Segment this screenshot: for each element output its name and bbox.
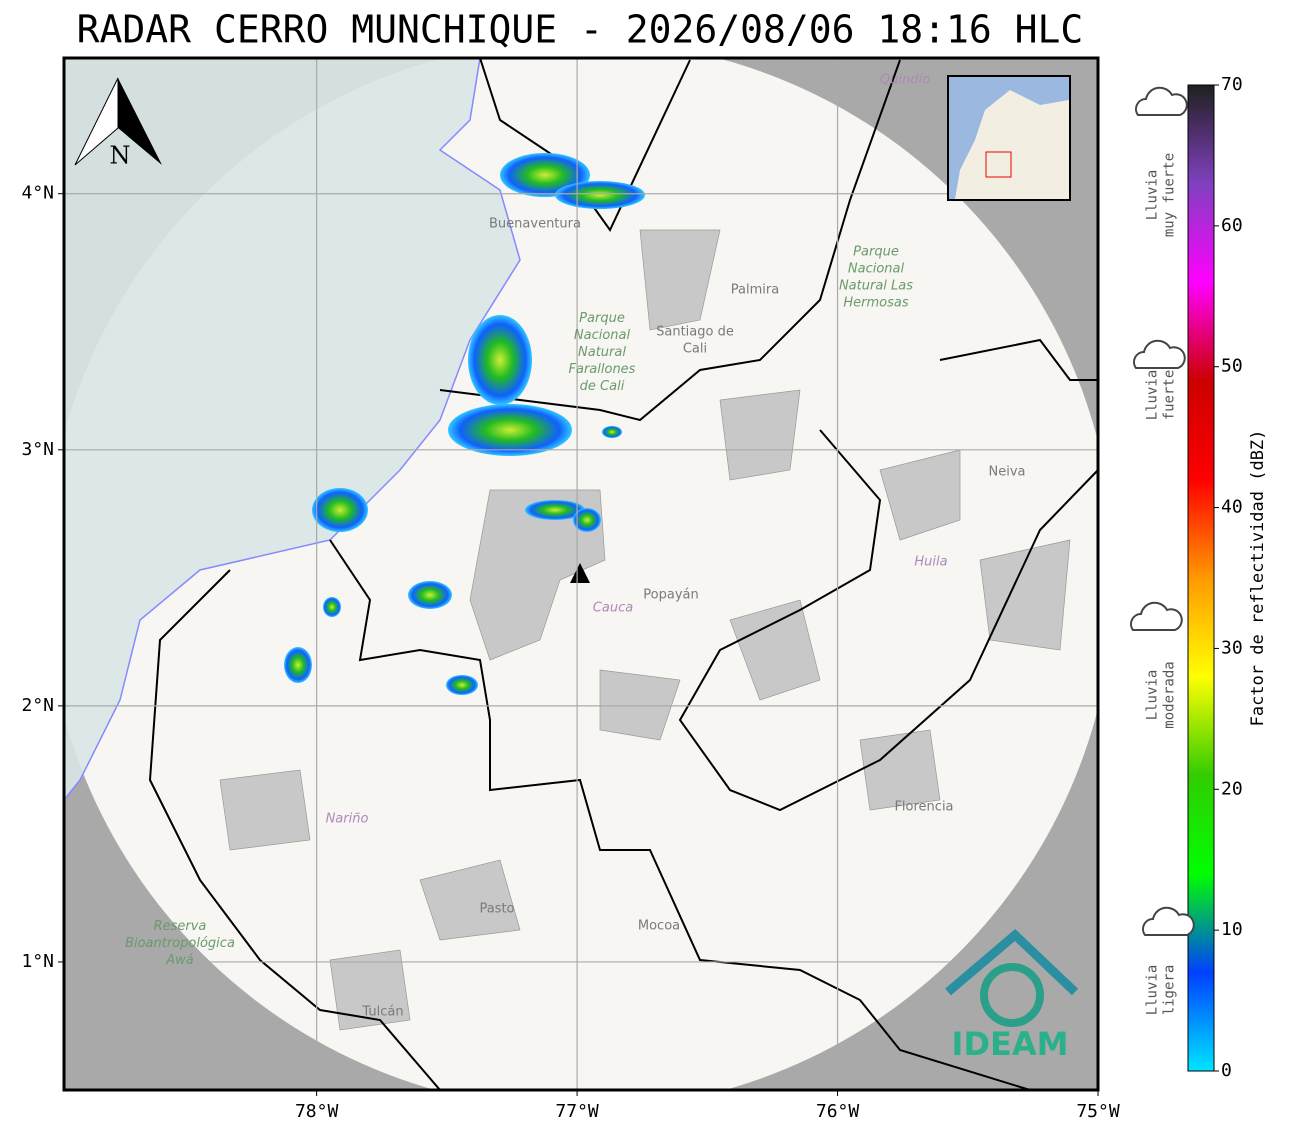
colorbar — [1187, 84, 1215, 1072]
north-arrow: N — [74, 77, 162, 170]
y-tick-label: 2°N — [21, 695, 54, 716]
x-tick-label: 76°W — [816, 1101, 860, 1122]
inset-map — [947, 75, 1071, 201]
rain-category: moderada — [1162, 661, 1178, 728]
rain-icons — [1130, 86, 1195, 936]
logo-text: IDEAM — [952, 1025, 1069, 1063]
place-label: Tulcán — [361, 1005, 403, 1020]
title: RADAR CERRO MUNCHIQUE - 2026/08/06 18:16… — [77, 8, 1084, 52]
ocean — [64, 58, 520, 800]
colorbar-tick-label: 30 — [1221, 637, 1243, 658]
radar-site — [570, 563, 590, 583]
rain-category: ligera — [1162, 965, 1178, 1016]
radar-echoes — [284, 153, 645, 695]
place-label: Quindío — [880, 73, 930, 88]
place-label: Parque Nacional Natural Las Hermosas — [839, 244, 913, 310]
north-label: N — [110, 142, 131, 170]
place-label: Palmira — [731, 283, 779, 298]
y-tick-label: 1°N — [21, 951, 54, 972]
y-tick-label: 3°N — [21, 439, 54, 460]
colorbar-tick-label: 50 — [1221, 356, 1243, 377]
map-frame — [62, 56, 1100, 1092]
place-label: Huila — [914, 555, 947, 570]
colorbar-tick-label: 10 — [1221, 919, 1243, 940]
colorbar-tick-label: 20 — [1221, 778, 1243, 799]
borders — [148, 58, 1098, 1090]
x-tick-label: 75°W — [1076, 1101, 1120, 1122]
place-label: Mocoa — [638, 919, 680, 934]
place-label: Popayán — [643, 588, 698, 603]
place-label: Santiago de Cali — [656, 324, 734, 356]
place-label: Cauca — [593, 601, 633, 616]
rain-category: Lluvia — [1145, 170, 1161, 221]
rain-category: Lluvia — [1145, 370, 1161, 421]
place-label: Buenaventura — [489, 217, 581, 232]
x-tick-label: 77°W — [555, 1101, 599, 1122]
y-tick-label: 4°N — [21, 183, 54, 204]
logo: IDEAM — [945, 928, 1079, 1063]
place-label: Florencia — [894, 800, 953, 815]
colorbar-tick-label: 70 — [1221, 74, 1243, 95]
place-label: Neiva — [989, 465, 1026, 480]
place-labels: Buenaventura Parque Nacional Natural Farallo… — [125, 73, 1025, 1020]
rain-category: Lluvia — [1145, 670, 1161, 721]
place-label: Pasto — [479, 902, 514, 917]
place-label: Parque Nacional Natural Farallones de Cali — [569, 311, 636, 394]
colorbar-tick-label: 60 — [1221, 215, 1243, 236]
rain-category: fuerte — [1162, 370, 1178, 421]
x-tick-label: 78°W — [295, 1101, 339, 1122]
map-area — [64, 58, 1098, 1090]
colorbar-tick-label: 0 — [1221, 1060, 1232, 1081]
colorbar-tick-label: 40 — [1221, 497, 1243, 518]
coast — [64, 58, 521, 802]
place-label: Reserva Bioantropológica Awá — [125, 919, 235, 968]
rain-category: muy fuerte — [1162, 153, 1178, 237]
place-label: Nariño — [326, 812, 369, 827]
protected-areas — [219, 229, 1071, 1031]
rain-category: Lluvia — [1145, 965, 1161, 1016]
colorbar-label: Factor de reflectividad (dBZ) — [1248, 430, 1268, 727]
